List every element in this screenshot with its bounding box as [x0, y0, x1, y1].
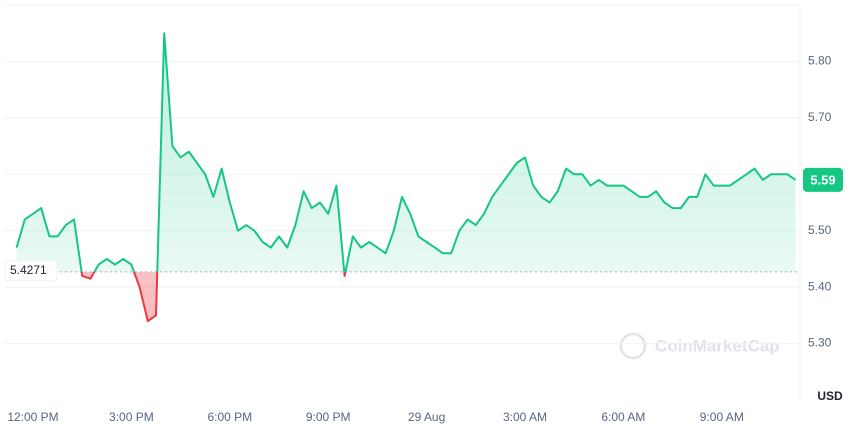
- baseline-label: 5.4271: [10, 263, 47, 277]
- price-line-up: [15, 32, 797, 272]
- watermark: CoinMarketCap: [619, 332, 780, 360]
- watermark-text: CoinMarketCap: [655, 336, 780, 355]
- price-tag: [803, 167, 843, 192]
- x-tick-label: 29 Aug: [408, 410, 445, 424]
- y-tick-label: 5.30: [808, 336, 832, 350]
- x-tick-label: 6:00 AM: [601, 410, 645, 424]
- area-down: [16, 271, 796, 321]
- y-tick-label: 5.40: [808, 279, 832, 293]
- price-tag-label: 5.59: [810, 172, 835, 187]
- price-line-down: [80, 271, 347, 322]
- x-tick-label: 9:00 PM: [306, 410, 351, 424]
- x-tick-label: 12:00 PM: [7, 410, 58, 424]
- y-tick-label: 5.50: [808, 223, 832, 237]
- unit-label: USD: [817, 389, 843, 403]
- x-tick-label: 9:00 AM: [700, 410, 744, 424]
- x-tick-label: 6:00 PM: [207, 410, 252, 424]
- y-tick-label: 5.80: [808, 54, 832, 68]
- area-up: [16, 33, 796, 272]
- baseline-label-box: [4, 260, 58, 282]
- x-tick-label: 3:00 AM: [503, 410, 547, 424]
- x-tick-label: 3:00 PM: [109, 410, 154, 424]
- watermark-logo: [619, 332, 647, 360]
- y-tick-label: 5.70: [808, 110, 832, 124]
